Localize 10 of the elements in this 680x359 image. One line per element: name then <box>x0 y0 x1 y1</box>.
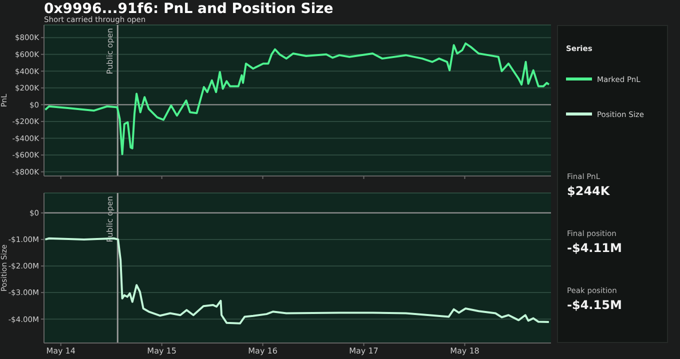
x-tick-label: May 15 <box>147 346 176 356</box>
x-tick-label: May 14 <box>46 346 76 356</box>
text: $244K <box>567 184 610 198</box>
x-tick-label: May 17 <box>349 346 378 356</box>
ref-line-label: Public open <box>106 28 115 74</box>
x-tick-label: May 16 <box>248 346 278 356</box>
text: -$4.11M <box>567 241 622 255</box>
chart-title: 0x9996...91f6: PnL and Position Size <box>44 1 334 17</box>
x-tick-label: May 18 <box>450 346 480 356</box>
text: -$4.15M <box>567 298 622 312</box>
